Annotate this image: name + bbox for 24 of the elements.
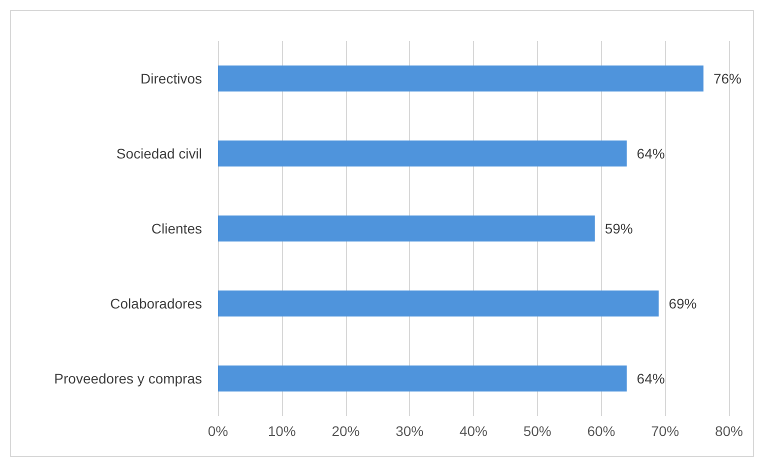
- x-tick-label: 40%: [459, 423, 488, 439]
- x-tick-label: 50%: [523, 423, 552, 439]
- x-tick-label: 60%: [587, 423, 616, 439]
- x-tick-label: 30%: [396, 423, 424, 439]
- data-label: 64%: [636, 370, 665, 386]
- data-label: 59%: [604, 220, 633, 236]
- data-label: 76%: [713, 70, 742, 86]
- bar: [218, 366, 627, 392]
- y-tick-label: Sociedad civil: [116, 146, 202, 162]
- x-tick-label: 10%: [268, 423, 296, 439]
- y-tick-label: Proveedores y compras: [54, 370, 202, 386]
- x-tick-label: 70%: [651, 423, 680, 439]
- bar: [218, 290, 659, 316]
- y-tick-label: Directivos: [140, 70, 202, 86]
- x-tick-label: 0%: [208, 423, 228, 439]
- bar: [218, 66, 704, 92]
- y-tick-label: Clientes: [151, 220, 202, 236]
- data-label: 64%: [636, 146, 665, 162]
- data-label: 69%: [668, 296, 697, 312]
- bar: [218, 140, 627, 166]
- x-tick-label: 80%: [714, 423, 744, 439]
- x-tick-label: 20%: [332, 423, 360, 439]
- y-tick-label: Colaboradores: [110, 296, 202, 312]
- bar: [218, 216, 595, 242]
